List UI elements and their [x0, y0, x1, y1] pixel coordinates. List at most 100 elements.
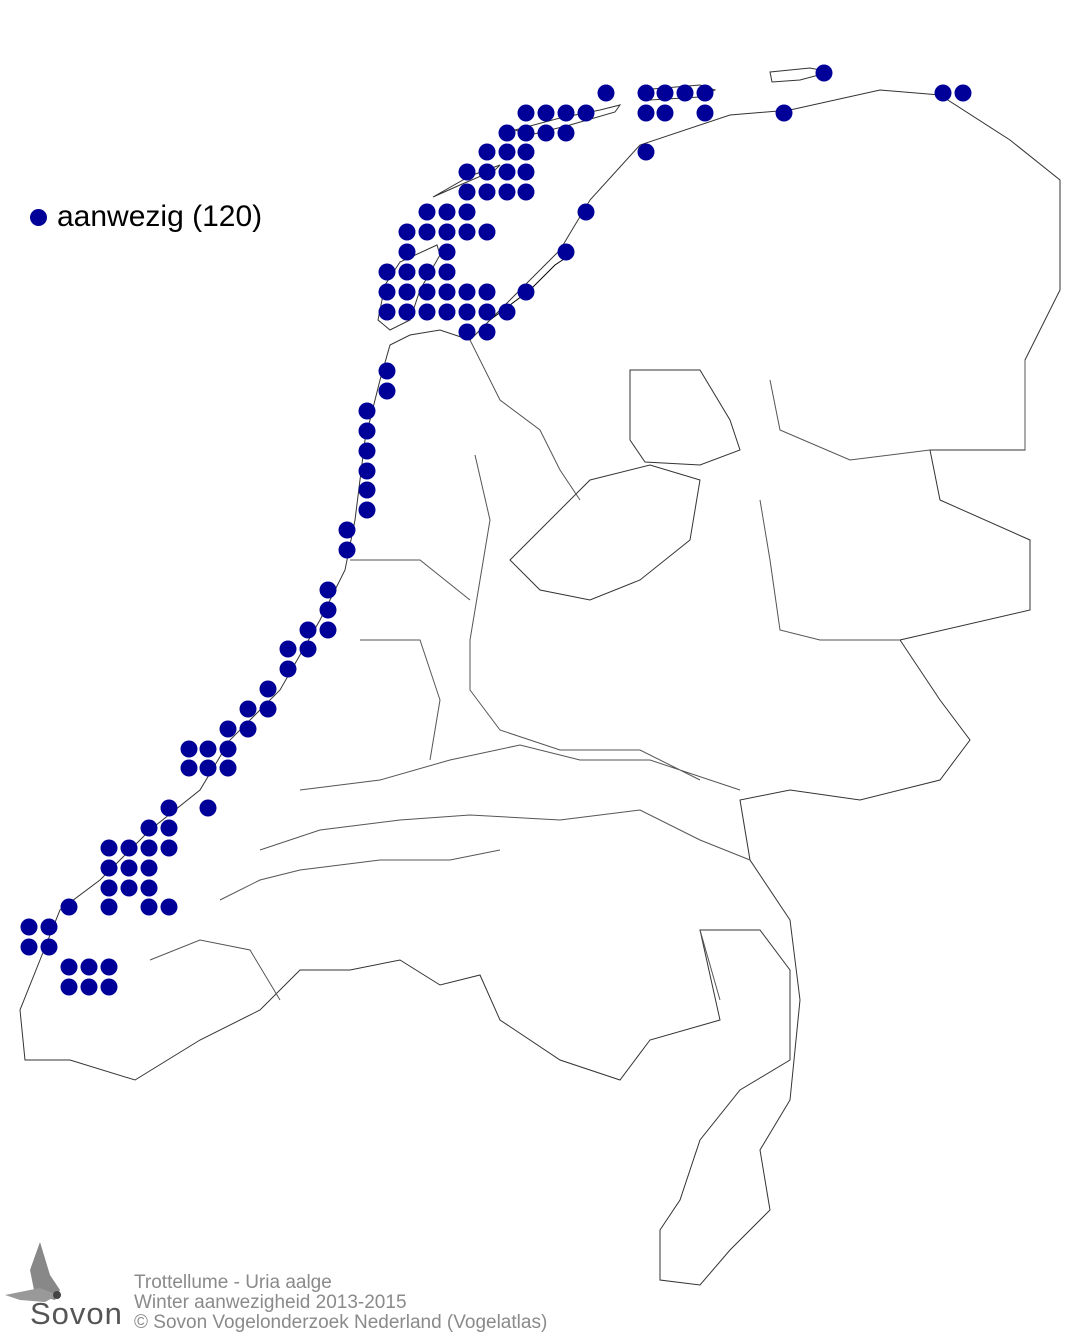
flevoland-border: [509, 369, 741, 601]
presence-dot: [438, 203, 456, 221]
presence-dot: [199, 759, 217, 777]
presence-dot: [219, 720, 237, 738]
presence-dot: [299, 640, 317, 658]
presence-dot: [418, 303, 436, 321]
presence-dot: [120, 859, 138, 877]
presence-dot: [239, 720, 257, 738]
presence-dot: [498, 303, 516, 321]
presence-dot: [478, 283, 496, 301]
presence-dot: [100, 958, 118, 976]
presence-dot: [557, 104, 575, 122]
presence-dot: [378, 382, 396, 400]
presence-dot: [378, 362, 396, 380]
season-subtitle: Winter aanwezigheid 2013-2015: [134, 1292, 407, 1313]
presence-dot: [80, 978, 98, 996]
presence-dot: [537, 104, 555, 122]
presence-dot: [517, 283, 535, 301]
presence-dot: [140, 879, 158, 897]
presence-dot: [358, 402, 376, 420]
presence-dot: [418, 263, 436, 281]
presence-dot: [537, 124, 555, 142]
presence-dot: [418, 223, 436, 241]
logo-text: Sovon: [30, 1296, 123, 1331]
presence-dot: [60, 978, 78, 996]
presence-dot: [140, 898, 158, 916]
presence-dot: [498, 183, 516, 201]
legend-label: aanwezig (120): [57, 200, 263, 233]
presence-dot: [140, 839, 158, 857]
presence-dot: [954, 84, 972, 102]
presence-dot: [478, 323, 496, 341]
presence-dot: [478, 143, 496, 161]
presence-dot: [299, 621, 317, 639]
presence-dot: [815, 64, 833, 82]
presence-dot: [358, 422, 376, 440]
presence-dot: [398, 243, 416, 261]
presence-dot: [259, 680, 277, 698]
presence-dot: [775, 104, 793, 122]
sovon-logo-swallow: [5, 1242, 61, 1302]
presence-dot: [517, 143, 535, 161]
presence-dot: [637, 104, 655, 122]
presence-dot: [60, 898, 78, 916]
legend-dot-icon: [30, 208, 47, 226]
presence-dot: [478, 163, 496, 181]
presence-dot: [517, 163, 535, 181]
copyright: © Sovon Vogelonderzoek Nederland (Vogela…: [134, 1312, 548, 1333]
presence-dot: [358, 442, 376, 460]
presence-dot: [418, 203, 436, 221]
presence-dot: [160, 839, 178, 857]
presence-dot: [458, 223, 476, 241]
presence-dot: [478, 183, 496, 201]
mainland-outline: [19, 89, 1061, 1286]
presence-dot: [199, 740, 217, 758]
presence-dot: [338, 541, 356, 559]
presence-dot: [478, 303, 496, 321]
presence-dot: [120, 839, 138, 857]
presence-dot: [438, 303, 456, 321]
species-title: Trottellume - Uria aalge: [134, 1272, 332, 1293]
presence-dot: [319, 621, 337, 639]
presence-dot: [438, 263, 456, 281]
presence-dot: [160, 799, 178, 817]
presence-dot: [398, 223, 416, 241]
presence-dot: [696, 104, 714, 122]
presence-dot: [140, 859, 158, 877]
presence-dot: [378, 303, 396, 321]
presence-dot: [199, 799, 217, 817]
presence-dots: [20, 64, 972, 996]
presence-dot: [100, 839, 118, 857]
presence-dot: [319, 581, 337, 599]
presence-dot: [418, 283, 436, 301]
presence-dot: [458, 283, 476, 301]
presence-dot: [438, 223, 456, 241]
presence-dot: [100, 978, 118, 996]
presence-dot: [80, 958, 98, 976]
presence-dot: [458, 303, 476, 321]
presence-dot: [20, 918, 38, 936]
presence-dot: [338, 521, 356, 539]
presence-dot: [458, 323, 476, 341]
presence-dot: [656, 104, 674, 122]
presence-dot: [517, 124, 535, 142]
province-borders: [149, 339, 1026, 1001]
presence-dot: [676, 84, 694, 102]
presence-dot: [20, 938, 38, 956]
presence-dot: [438, 283, 456, 301]
presence-dot: [458, 203, 476, 221]
presence-dot: [100, 859, 118, 877]
presence-dot: [100, 898, 118, 916]
presence-dot: [557, 243, 575, 261]
presence-dot: [577, 104, 595, 122]
presence-dot: [259, 700, 277, 718]
presence-dot: [478, 223, 496, 241]
presence-dot: [498, 124, 516, 142]
presence-dot: [140, 819, 158, 837]
presence-dot: [180, 759, 198, 777]
presence-dot: [358, 462, 376, 480]
legend: aanwezig (120): [30, 200, 262, 234]
presence-dot: [517, 183, 535, 201]
presence-dot: [358, 501, 376, 519]
presence-dot: [279, 640, 297, 658]
